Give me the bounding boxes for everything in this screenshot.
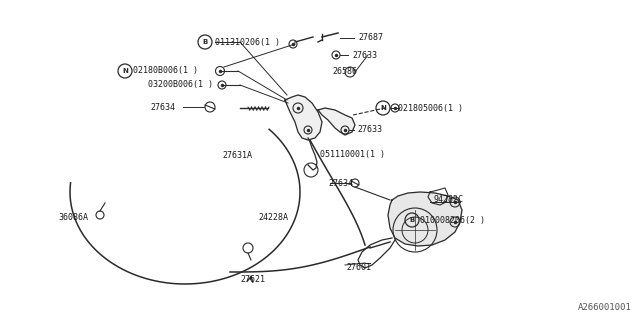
- Text: 010008206(2 ): 010008206(2 ): [420, 215, 485, 225]
- Text: B: B: [410, 217, 415, 223]
- Text: 27621: 27621: [240, 276, 265, 284]
- Text: 27633: 27633: [352, 51, 377, 60]
- Text: 94282C: 94282C: [434, 196, 464, 204]
- Polygon shape: [285, 95, 322, 140]
- Text: 011310206(1 ): 011310206(1 ): [215, 37, 280, 46]
- Polygon shape: [388, 192, 462, 246]
- Text: 26586: 26586: [332, 68, 357, 76]
- Text: 02180B006(1 ): 02180B006(1 ): [133, 67, 198, 76]
- Text: N: N: [122, 68, 128, 74]
- Text: N: N: [380, 105, 386, 111]
- Text: 36086A: 36086A: [58, 213, 88, 222]
- Text: 27634: 27634: [150, 102, 175, 111]
- Polygon shape: [318, 108, 355, 135]
- Text: B: B: [202, 39, 207, 45]
- Text: 051110001(1 ): 051110001(1 ): [320, 150, 385, 159]
- Text: A266001001: A266001001: [579, 303, 632, 312]
- Text: 27631A: 27631A: [222, 150, 252, 159]
- Text: 03200B006(1 ): 03200B006(1 ): [148, 81, 213, 90]
- Text: 27601: 27601: [346, 263, 371, 273]
- Text: 27633: 27633: [357, 125, 382, 134]
- Text: 27687: 27687: [358, 34, 383, 43]
- Text: 24228A: 24228A: [258, 213, 288, 222]
- Text: 27634: 27634: [328, 179, 353, 188]
- Text: 021805006(1 ): 021805006(1 ): [398, 103, 463, 113]
